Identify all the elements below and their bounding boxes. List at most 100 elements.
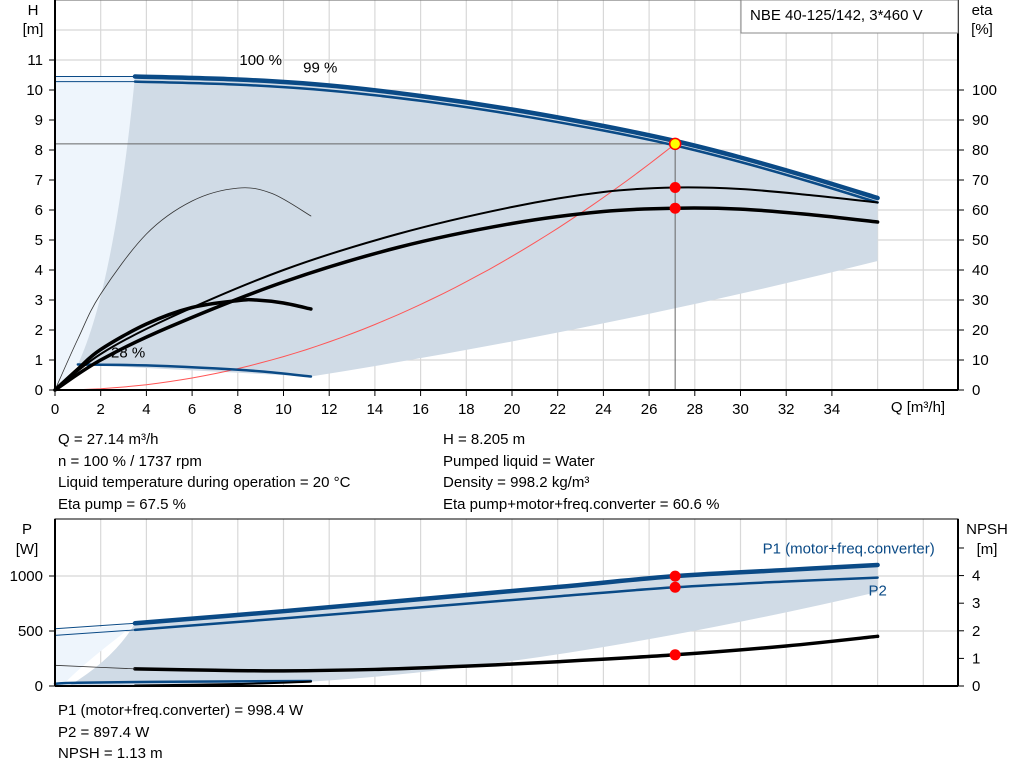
eta-tick-label: 30 [972,292,989,309]
eta-tick-label: 90 [972,112,989,129]
x-tick-label: 28 [686,401,703,418]
npsh-marker [669,649,681,661]
bottom-p-curve-2 [133,576,879,632]
info-liquid: Pumped liquid = Water [443,452,595,470]
eta-tick-label: 70 [972,172,989,189]
x-tick-label: 24 [595,401,612,418]
p-axis-unit: [W] [16,541,39,558]
q-axis-label: Q [m³/h] [891,399,945,416]
x-tick-label: 18 [458,401,475,418]
bottom-p-curve-4 [53,679,313,686]
eta-tick-label: 100 [972,82,997,99]
eta-tick-label: 40 [972,262,989,279]
eta-total-marker [669,202,681,214]
x-tick-label: 2 [97,401,105,418]
eta-tick-label: 0 [972,382,980,399]
h-tick-label: 11 [27,52,43,69]
h-tick-label: 2 [35,322,43,339]
top-h-curve-0 [132,74,880,201]
npsh-tick-label: 4 [972,568,980,585]
npsh-axis-label: NPSH [966,521,1008,538]
curve-label: 99 % [303,60,337,77]
info-p1: P1 (motor+freq.converter) = 998.4 W [58,702,304,719]
eta-tick-label: 50 [972,232,989,249]
npsh-tick-label: 3 [972,595,980,612]
info-p2: P2 = 897.4 W [58,723,150,741]
h-axis-label: H [28,2,39,19]
top-h-curve-4 [76,363,313,378]
h-tick-label: 3 [35,292,43,309]
info-npsh: NPSH = 1.13 m [58,745,163,762]
eta-tick-label: 60 [972,202,989,219]
p-tick-label: 500 [18,623,43,640]
p-tick-label: 0 [35,678,43,695]
npsh-tick-label: 1 [972,650,980,667]
top-h-curve-1 [133,80,879,204]
eta-axis-unit: [%] [971,21,993,38]
info-head: H = 8.205 m [443,431,526,448]
eta-axis-label: eta [972,2,994,19]
x-tick-label: 22 [549,401,566,418]
x-tick-label: 0 [51,401,59,418]
x-tick-label: 30 [732,401,749,418]
x-tick-label: 4 [142,401,150,418]
bottom-p-curve-1 [54,622,136,630]
duty-info-bottom: P1 (motor+freq.converter) = 998.4 W P2 =… [58,700,303,765]
p2-marker [669,581,681,593]
x-tick-label: 16 [412,401,429,418]
p1-marker [669,570,681,582]
x-tick-label: 10 [275,401,292,418]
x-tick-label: 34 [824,401,841,418]
operating-range-area [77,76,878,377]
info-density: Density = 998.2 kg/m³ [443,474,590,491]
h-tick-label: 5 [35,232,43,249]
h-tick-label: 0 [35,382,43,399]
curve-label: 28 % [111,345,145,362]
bottom-p-curve-3 [54,629,136,636]
h-axis-unit: [m] [23,21,44,38]
info-eta-total: Eta pump+motor+freq.converter = 60.6 % [443,495,720,513]
h-tick-label: 1 [35,352,43,369]
eta-tick-label: 10 [972,352,989,369]
x-tick-label: 26 [641,401,658,418]
duty-point-marker [668,137,682,151]
x-tick-label: 12 [321,401,338,418]
eta-tick-label: 80 [972,142,989,159]
x-tick-label: 14 [367,401,384,418]
top-eta-curve-7 [54,187,312,391]
h-tick-label: 10 [26,82,43,99]
h-tick-label: 4 [35,262,43,279]
info-eta-pump: Eta pump = 67.5 % [58,495,186,513]
x-tick-label: 6 [188,401,196,418]
title-box [740,0,959,34]
x-tick-label: 32 [778,401,795,418]
h-tick-label: 7 [35,172,43,189]
x-tick-label: 8 [234,401,242,418]
info-speed: n = 100 % / 1737 rpm [58,452,202,470]
p-axis-label: P [22,521,32,538]
info-flow: Q = 27.14 m³/h [58,431,159,448]
curve-label: P1 (motor+freq.converter) [763,540,935,557]
top-eta-curve-6 [53,206,880,392]
curve-label: 100 % [239,52,282,69]
h-tick-label: 8 [35,142,43,159]
npsh-tick-label: 2 [972,623,980,640]
eta-tick-label: 20 [972,322,989,339]
npsh-axis-unit: [m] [977,541,998,558]
h-tick-label: 6 [35,202,43,219]
duty-info-right: H = 8.205 m Pumped liquid = Water Densit… [443,429,719,515]
x-tick-label: 20 [504,401,521,418]
p-tick-label: 1000 [10,568,43,585]
top-eta-curve-8 [53,297,313,392]
info-temperature: Liquid temperature during operation = 20… [58,474,351,491]
chart-title: NBE 40-125/142, 3*460 V [750,7,923,24]
bottom-p-curve-0 [132,562,880,626]
power-range-light-area [55,624,135,686]
top-eta-curve-5 [54,186,879,391]
bottom-npsh-curve-6 [133,634,880,673]
eta-pump-marker [669,182,681,193]
power-range-area [68,564,878,686]
npsh-tick-label: 0 [972,678,980,695]
h-tick-label: 9 [35,112,43,129]
